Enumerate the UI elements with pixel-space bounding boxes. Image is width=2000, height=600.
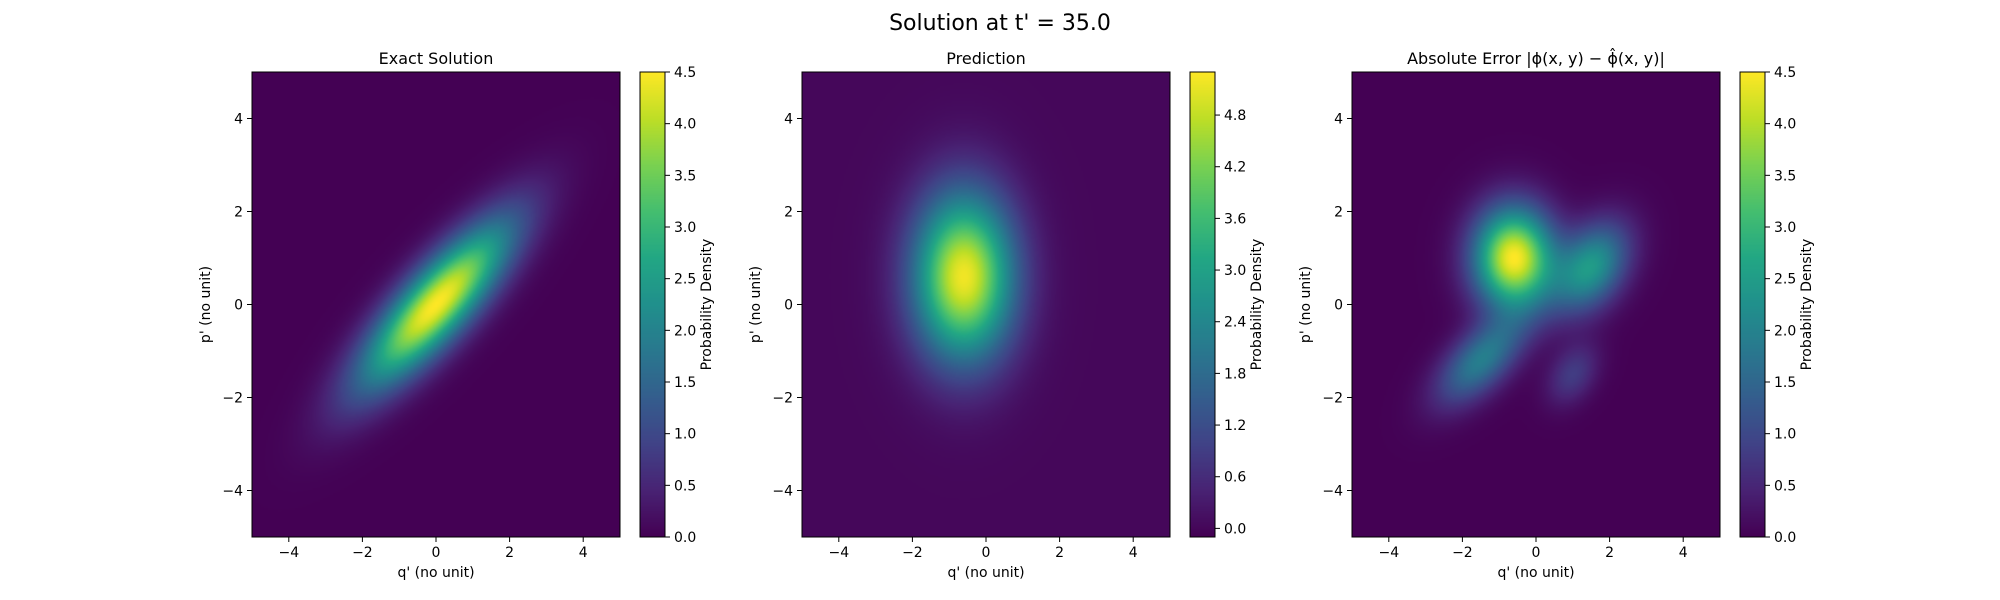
colorbar-tick-label: 2.4 [1224,315,1246,331]
colorbar-frame [639,71,666,538]
x-tick-label: 0 [432,545,441,561]
y-tick-label: 2 [1334,205,1343,221]
colorbar-tick-label: 4.2 [1224,160,1246,176]
colorbar-tick-label: 3.0 [1224,263,1246,279]
x-tick-label: 4 [1679,545,1688,561]
colorbar-tick-label: 1.5 [1774,375,1796,391]
colorbar [1190,72,1215,537]
colorbar-tick-label: 1.8 [1224,366,1246,382]
panels: Exact Solution −4 −2 0 2 4 −4 −2 0 2 4 q' (no unit)… [198,48,1815,581]
colorbar [640,72,665,537]
colorbar-tick-label: 1.5 [674,375,696,391]
y-tick-label: −2 [1322,391,1343,407]
x-tick-label: −4 [1378,545,1399,561]
y-tick-label: 4 [1334,112,1343,128]
figure-suptitle: Solution at t' = 35.0 [889,11,1111,36]
heatmap-image [802,72,1170,537]
colorbar-tick-label: 4.8 [1224,108,1246,124]
x-tick-label: 2 [1055,545,1064,561]
colorbar-tick-label: 0.0 [1774,530,1796,546]
x-tick-label: 0 [1532,545,1541,561]
y-tick-label: −4 [222,484,243,500]
colorbar-label: Probability Density [1249,239,1265,371]
colorbar-tick-label: 3.6 [1224,211,1246,227]
colorbar-tick-label: 1.2 [1224,418,1246,434]
y-tick-label: −2 [772,391,793,407]
y-tick-label: 0 [1334,298,1343,314]
panel-title: Prediction [946,49,1025,68]
x-tick-label: 2 [505,545,514,561]
colorbar-tick-label: 0.5 [674,478,696,494]
y-tick-label: 0 [234,298,243,314]
colorbar-tick-label: 3.5 [1774,168,1796,184]
y-axis-label: p' (no unit) [1298,266,1314,343]
colorbar-tick-label: 1.0 [674,427,696,443]
y-tick-label: −2 [222,391,243,407]
panel-title: Exact Solution [379,49,494,68]
x-tick-label: −4 [278,545,299,561]
colorbar-tick-label: 2.0 [1774,323,1796,339]
colorbar-tick-label: 1.0 [1774,427,1796,443]
x-axis-label: q' (no unit) [397,565,474,581]
colorbar-tick-label: 0.5 [1774,478,1796,494]
colorbar-tick-label: 3.0 [674,220,696,236]
y-tick-label: 2 [784,205,793,221]
colorbar-tick-label: 4.5 [1774,65,1796,81]
x-tick-label: −2 [352,545,373,561]
colorbar-tick-label: 2.5 [674,272,696,288]
x-axis-label: q' (no unit) [1497,565,1574,581]
y-tick-label: −4 [1322,484,1343,500]
x-axis-label: q' (no unit) [947,565,1024,581]
colorbar-tick-label: 4.5 [674,65,696,81]
colorbar-tick-label: 4.0 [674,117,696,133]
panel-3: Absolute Error |ϕ(x, y) − ϕ̂(x, y)| −4 −2 0… [1298,48,1815,581]
colorbar-tick-label: 4.0 [1774,117,1796,133]
y-tick-label: 0 [784,298,793,314]
colorbar-label: Probability Density [699,239,715,371]
x-tick-label: −2 [902,545,923,561]
panel-title: Absolute Error |ϕ(x, y) − ϕ̂(x, y)| [1407,48,1665,68]
colorbar-tick-label: 0.0 [1224,521,1246,537]
colorbar-frame [1189,71,1216,538]
panel-2: Prediction −4 −2 0 2 4 −4 −2 0 2 4 q' (no unit) p' (… [748,49,1265,581]
colorbar [1740,72,1765,537]
x-tick-label: 2 [1605,545,1614,561]
heatmap-image [252,72,620,537]
colorbar-tick-label: 2.0 [674,323,696,339]
y-tick-label: 4 [784,112,793,128]
colorbar-label: Probability Density [1799,239,1815,371]
panel-1: Exact Solution −4 −2 0 2 4 −4 −2 0 2 4 q' (no unit)… [198,49,715,581]
heatmap-image [1352,72,1720,537]
colorbar-frame [1739,71,1766,538]
y-axis-label: p' (no unit) [198,266,214,343]
y-axis-label: p' (no unit) [748,266,764,343]
x-tick-label: 0 [982,545,991,561]
colorbar-tick-label: 3.0 [1774,220,1796,236]
x-tick-label: −4 [828,545,849,561]
colorbar-tick-label: 3.5 [674,168,696,184]
colorbar-tick-label: 0.6 [1224,470,1246,486]
x-tick-label: −2 [1452,545,1473,561]
y-tick-label: 4 [234,112,243,128]
colorbar-tick-label: 0.0 [674,530,696,546]
y-tick-label: −4 [772,484,793,500]
colorbar-tick-label: 2.5 [1774,272,1796,288]
x-tick-label: 4 [1129,545,1138,561]
y-tick-label: 2 [234,205,243,221]
x-tick-label: 4 [579,545,588,561]
